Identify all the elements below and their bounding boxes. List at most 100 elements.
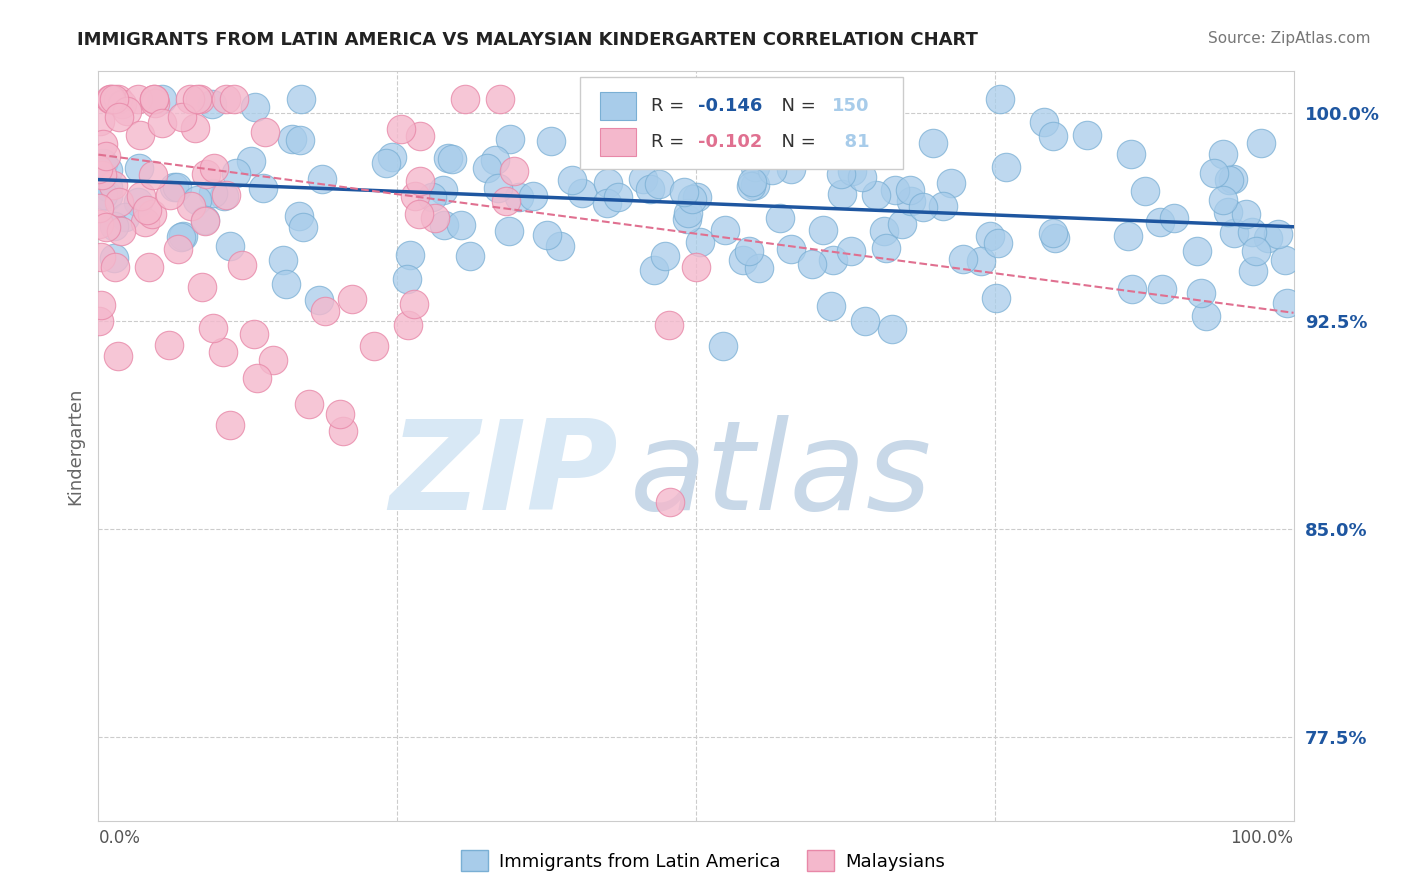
Point — [952, 252, 974, 266]
Point — [733, 252, 755, 267]
Point — [689, 235, 711, 249]
Point — [1223, 226, 1246, 240]
Point — [396, 318, 419, 332]
Point — [308, 293, 330, 308]
Point — [194, 213, 217, 227]
Point — [984, 291, 1007, 305]
Point — [1119, 147, 1142, 161]
Point — [211, 344, 233, 359]
Point — [127, 195, 149, 210]
Point — [922, 136, 945, 150]
Point — [631, 172, 654, 186]
Point — [87, 202, 110, 216]
Point — [111, 96, 134, 111]
Text: R =: R = — [651, 97, 689, 115]
Point — [1042, 129, 1064, 144]
Point — [1218, 172, 1240, 186]
Point — [399, 247, 422, 261]
Point — [880, 322, 903, 336]
Point — [875, 241, 897, 255]
Point — [741, 175, 763, 189]
Point — [681, 134, 703, 148]
Point — [851, 170, 873, 185]
Point — [142, 168, 165, 182]
Point — [143, 96, 166, 111]
Point — [103, 219, 125, 234]
Point — [89, 114, 111, 128]
Point — [110, 224, 132, 238]
Point — [898, 183, 921, 197]
Point — [108, 194, 131, 209]
Text: ZIP: ZIP — [389, 416, 619, 536]
Point — [433, 218, 456, 232]
Point — [115, 103, 138, 118]
Point — [97, 189, 120, 203]
Point — [311, 172, 333, 186]
Point — [288, 133, 311, 147]
Point — [477, 161, 499, 175]
Point — [841, 163, 863, 178]
Point — [138, 260, 160, 275]
Point — [239, 153, 262, 168]
Point — [676, 206, 699, 220]
Point — [94, 219, 117, 234]
Point — [1033, 115, 1056, 129]
Point — [91, 136, 114, 151]
Point — [522, 189, 544, 203]
Text: R =: R = — [651, 133, 689, 151]
Point — [1222, 172, 1244, 186]
Point — [135, 202, 157, 217]
Point — [215, 92, 238, 106]
Point — [314, 304, 336, 318]
Point — [408, 174, 430, 188]
Text: -0.102: -0.102 — [699, 133, 762, 151]
Point — [90, 250, 112, 264]
Point — [374, 155, 396, 169]
Point — [484, 153, 506, 168]
Point — [1275, 296, 1298, 310]
Point — [91, 187, 114, 202]
FancyBboxPatch shape — [600, 128, 636, 156]
Point — [458, 249, 481, 263]
Point — [212, 189, 235, 203]
Point — [672, 186, 695, 200]
Text: N =: N = — [770, 97, 821, 115]
Point — [1236, 206, 1258, 220]
Point — [201, 96, 224, 111]
Text: 100.0%: 100.0% — [1230, 829, 1294, 847]
Point — [107, 349, 129, 363]
Point — [150, 92, 173, 106]
Point — [425, 211, 447, 226]
Point — [1250, 136, 1272, 150]
Point — [508, 189, 530, 203]
Text: Source: ZipAtlas.com: Source: ZipAtlas.com — [1208, 31, 1371, 46]
Point — [389, 122, 412, 136]
Point — [94, 149, 117, 163]
Point — [114, 210, 136, 224]
Point — [131, 189, 153, 203]
Point — [103, 251, 125, 265]
Point — [714, 223, 737, 237]
Point — [1150, 282, 1173, 296]
Point — [276, 277, 298, 291]
Point — [830, 167, 852, 181]
Point — [101, 178, 124, 192]
Point — [1076, 128, 1098, 143]
Point — [127, 92, 149, 106]
Point — [1043, 230, 1066, 244]
Point — [225, 166, 247, 180]
Point — [202, 186, 225, 200]
Point — [409, 128, 432, 143]
Text: N =: N = — [770, 133, 821, 151]
Point — [432, 183, 454, 197]
Point — [202, 161, 225, 175]
Point — [912, 200, 935, 214]
Point — [245, 370, 267, 384]
Point — [194, 213, 217, 227]
Point — [98, 92, 121, 106]
Point — [167, 242, 190, 256]
Point — [437, 151, 460, 165]
Point — [108, 110, 131, 124]
Point — [201, 321, 224, 335]
Point — [831, 186, 853, 201]
